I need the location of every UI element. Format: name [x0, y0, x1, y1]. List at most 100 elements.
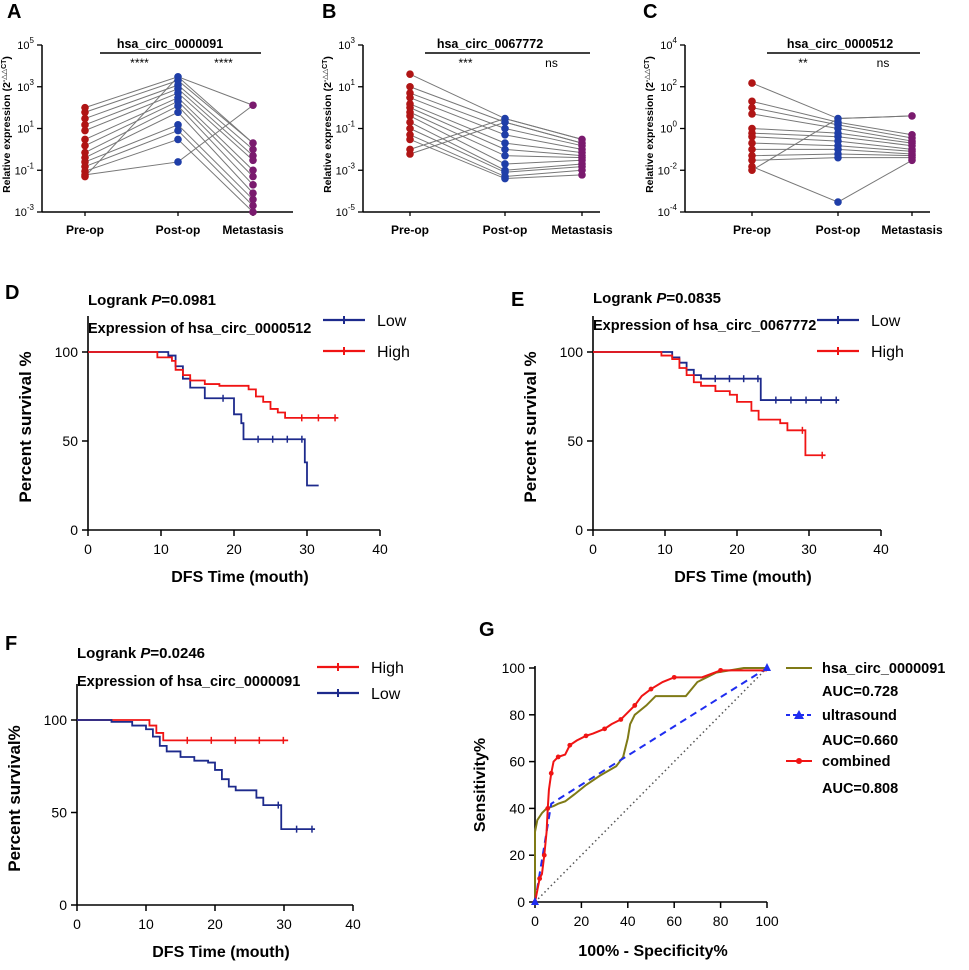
x-category-label: Metastasis — [881, 223, 943, 237]
legend-label: hsa_circ_0000091 — [822, 661, 945, 677]
x-axis-label: DFS Time (mouth) — [674, 569, 811, 586]
y-tick-label: 100 — [560, 344, 584, 360]
x-category-label: Pre-op — [733, 223, 771, 237]
y-tick-label: 0 — [59, 897, 67, 913]
data-point — [81, 121, 89, 129]
chart-panel-a: 10-3 10-1 101 103 105 Pre-op Post-op Metastasis… — [1, 36, 293, 237]
km-curve-low — [88, 351, 319, 487]
data-point — [501, 124, 509, 133]
y-tick-label: 10-1 — [336, 120, 356, 136]
data-point — [834, 198, 842, 206]
x-category-label: Post-op — [816, 223, 861, 237]
y-axis-label: Percent survival % — [521, 351, 540, 502]
y-tick-label: 100 — [660, 120, 677, 136]
legend-auc: AUC=0.660 — [822, 733, 898, 749]
km-curve-low — [593, 351, 840, 401]
chart-panel-c: 10-4 10-2 100 102 104 Pre-op Post-op Metastasis… — [644, 36, 943, 237]
y-tick-label: 105 — [17, 36, 34, 52]
data-point — [748, 139, 756, 147]
x-category-label: Post-op — [156, 223, 201, 237]
data-point — [81, 108, 89, 117]
chart-subtitle: Expression of hsa_circ_0067772 — [593, 318, 816, 334]
data-point — [406, 135, 414, 144]
data-point — [406, 150, 414, 158]
roc-point — [648, 686, 654, 692]
data-point — [249, 181, 257, 189]
x-tick-label: 20 — [207, 916, 223, 932]
roc-point — [718, 667, 723, 673]
pair-line — [751, 159, 913, 203]
logrank-annotation: Logrank P=0.0981 — [88, 292, 216, 309]
x-tick-label: 40 — [620, 913, 636, 929]
y-tick-label: 50 — [62, 433, 78, 449]
y-tick-label: 10-5 — [336, 203, 356, 219]
data-point — [174, 108, 182, 117]
legend-label-low: Low — [871, 313, 901, 330]
x-tick-label: 40 — [873, 541, 889, 557]
legend-label-high: High — [377, 344, 410, 361]
data-point — [748, 103, 756, 112]
y-tick-label: 80 — [509, 707, 525, 723]
chart-subtitle: Expression of hsa_circ_0000512 — [88, 321, 311, 337]
y-tick-label: 10-3 — [15, 203, 35, 219]
x-tick-label: 30 — [801, 541, 817, 557]
data-point — [501, 160, 509, 168]
y-tick-label: 50 — [51, 805, 67, 821]
data-point — [249, 189, 257, 197]
y-tick-label: 104 — [660, 36, 677, 52]
legend-label-high: High — [371, 660, 404, 677]
y-tick-label: 103 — [17, 78, 34, 94]
km-curve-high — [593, 351, 826, 457]
roc-curve-ultrasound — [534, 667, 768, 903]
data-point — [406, 82, 414, 91]
roc-point — [602, 726, 607, 732]
roc-point — [537, 876, 543, 881]
data-point — [406, 70, 414, 78]
data-point — [249, 172, 257, 181]
km-curve-low — [77, 719, 316, 831]
panel-letter-a: A — [7, 1, 21, 23]
y-axis-label: Percent survival% — [5, 725, 24, 871]
roc-point — [632, 703, 638, 708]
data-point — [748, 133, 756, 141]
x-axis-label: DFS Time (mouth) — [152, 944, 289, 961]
panel-letter-c: C — [643, 1, 657, 23]
roc-point — [541, 852, 547, 858]
chart-panel-f: 0 50 100 0 10 20 30 40 DFS Time (mouth) Percent s… — [5, 645, 404, 961]
roc-point — [567, 742, 573, 748]
x-tick-label: 20 — [226, 541, 242, 557]
data-point — [501, 151, 509, 160]
chart-subtitle: Expression of hsa_circ_0000091 — [77, 674, 300, 690]
x-tick-label: 0 — [531, 913, 539, 929]
y-tick-label: 0 — [517, 894, 525, 910]
x-tick-label: 30 — [276, 916, 292, 932]
pair-line — [751, 82, 913, 120]
x-tick-label: 20 — [574, 913, 590, 929]
y-tick-label: 0 — [70, 522, 78, 538]
roc-point — [545, 806, 551, 811]
data-point — [249, 145, 257, 154]
significance-label: ** — [798, 56, 808, 70]
y-tick-label: 60 — [509, 754, 525, 770]
x-tick-label: 10 — [657, 541, 673, 557]
data-point — [174, 135, 182, 144]
panel-letter-d: D — [5, 282, 19, 304]
pair-line — [84, 129, 254, 207]
y-axis-label: Relative expression (2-△△CT) — [1, 56, 13, 193]
data-point — [81, 114, 89, 123]
chart-panel-e: 0 50 100 0 10 20 30 40 DFS Time (mouth) Percent s… — [521, 290, 904, 586]
y-tick-label: 100 — [502, 660, 526, 676]
data-point — [501, 130, 509, 139]
data-point — [501, 174, 509, 183]
x-tick-label: 40 — [372, 541, 388, 557]
panel-letter-g: G — [479, 619, 495, 641]
roc-point — [548, 770, 554, 776]
y-axis-label: Relative expression (2-△△CT) — [322, 56, 334, 193]
y-tick-label: 10-4 — [658, 203, 678, 219]
chart-panel-b: 10-5 10-3 10-1 101 103 Pre-op Post-op Metastasi… — [322, 36, 613, 237]
pair-line — [84, 138, 254, 213]
legend-label-high: High — [871, 344, 904, 361]
data-point — [748, 110, 756, 118]
data-point — [249, 139, 257, 147]
